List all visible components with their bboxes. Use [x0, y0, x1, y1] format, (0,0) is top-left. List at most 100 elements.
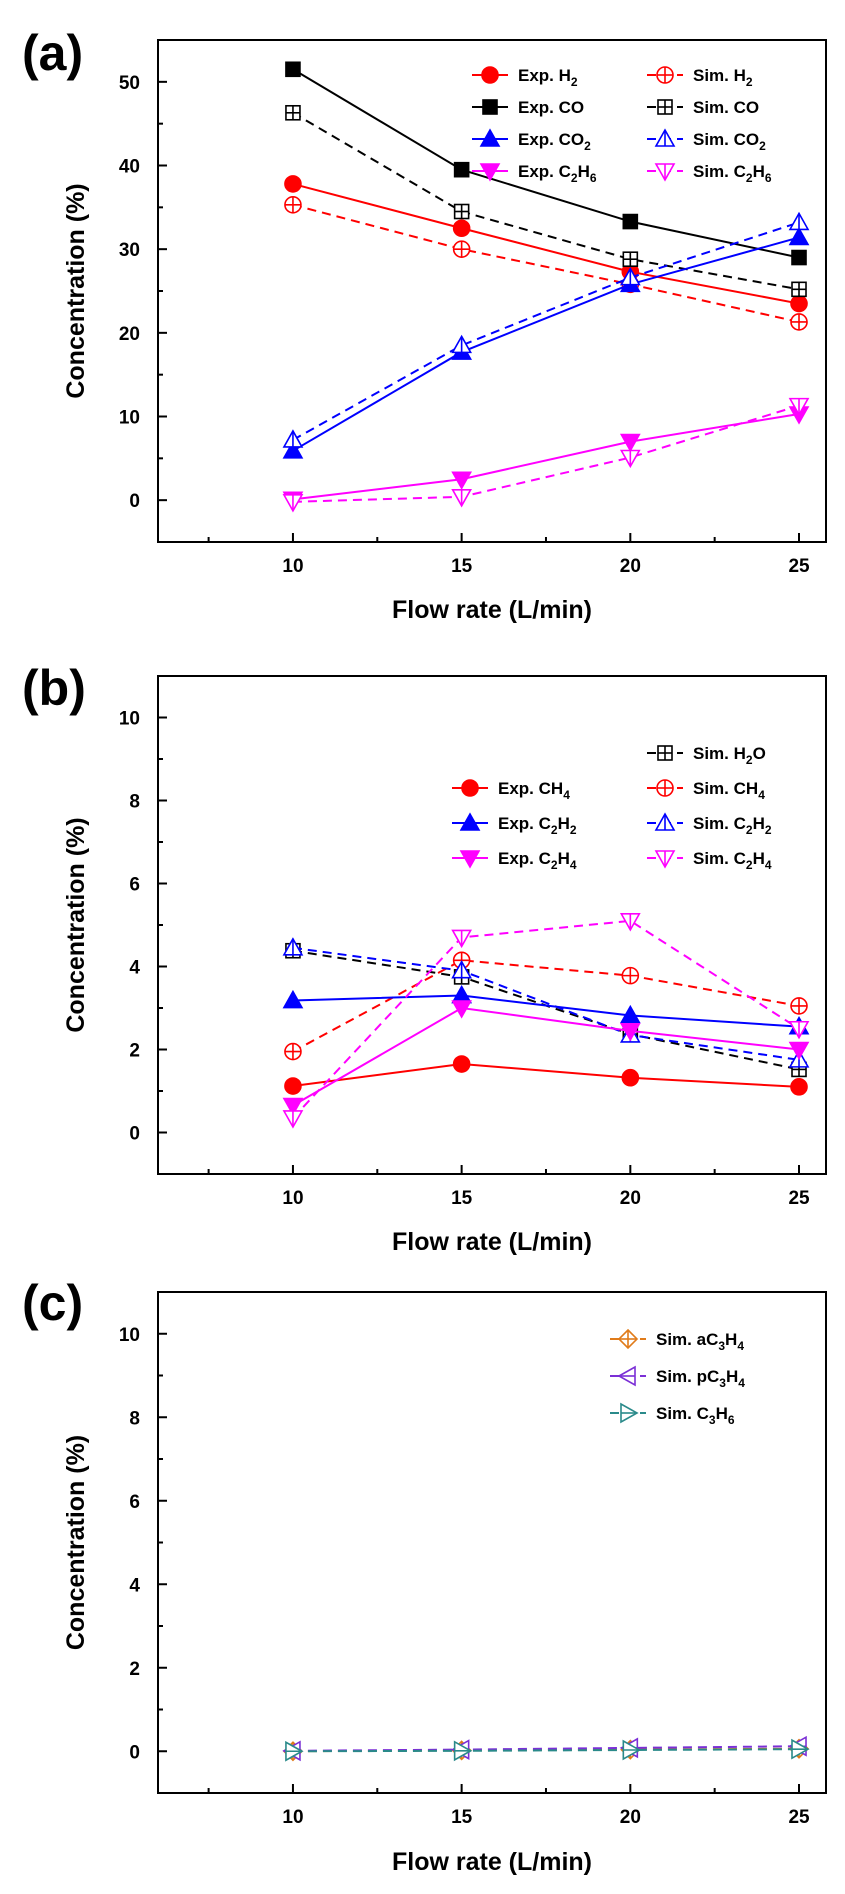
legend-marker — [482, 99, 498, 115]
data-point — [622, 213, 639, 230]
y-tick-label: 10 — [119, 1325, 140, 1346]
legend-entry: Exp. CO — [472, 98, 584, 117]
data-point — [452, 1055, 471, 1073]
legend-label: Exp. C2H6 — [518, 162, 597, 185]
y-axis-title: Concentration (%) — [62, 183, 90, 398]
panel-a: (a) 10 15 20 25 0 10 20 30 40 50 Flow rate (L/min) C… — [22, 25, 827, 624]
series-2 — [284, 951, 808, 1061]
y-tick-label: 4 — [129, 1575, 140, 1596]
legend-label: Sim. C2H2 — [693, 814, 772, 837]
y-tick-label: 0 — [129, 491, 140, 512]
y-tick-label: 30 — [119, 240, 140, 261]
legend-marker — [479, 128, 501, 147]
panel-label: (b) — [22, 660, 86, 716]
y-tick-label: 40 — [119, 157, 140, 178]
series-line — [292, 994, 800, 1028]
legend-entry: Sim. C3H6 — [610, 1402, 735, 1427]
x-tick-label: 25 — [788, 1807, 810, 1828]
legend-label: Sim. pC3H4 — [656, 1367, 745, 1390]
legend-label: Sim. CH4 — [693, 779, 765, 802]
panel-label: (c) — [22, 1275, 83, 1331]
legend-entry: Exp. C2H2 — [452, 812, 577, 837]
series-line — [292, 203, 800, 323]
series-6 — [282, 913, 810, 1129]
legend-entry: Sim. CO — [647, 98, 759, 117]
legend: Sim. aC3H4 Sim. pC3H4 Sim. C3H6 — [610, 1328, 745, 1427]
series-line — [292, 1006, 800, 1107]
y-axis-title: Concentration (%) — [62, 817, 90, 1032]
x-tick-label: 15 — [451, 1188, 473, 1209]
data-point — [790, 294, 808, 313]
series-2 — [285, 1738, 810, 1762]
series-line — [292, 111, 800, 291]
legend-entry: Exp. CO2 — [472, 128, 591, 153]
legend-entry: Sim. H2O — [647, 744, 766, 767]
y-axis-title: Concentration (%) — [62, 1435, 90, 1650]
legend-label: Sim. aC3H4 — [656, 1330, 744, 1353]
data-point — [452, 219, 471, 238]
y-tick-label: 4 — [129, 958, 140, 979]
legend-entry: Sim. C2H2 — [647, 812, 772, 837]
series-4 — [282, 937, 810, 1068]
y-tick-label: 8 — [129, 792, 140, 813]
series-3 — [282, 984, 810, 1035]
legend-entry: Exp. CH4 — [452, 779, 570, 802]
series-line — [292, 404, 800, 503]
data-point — [621, 1068, 640, 1087]
x-tick-label: 10 — [282, 556, 303, 577]
legend: Sim. H2O Exp. CH4 Sim. CH4 Exp. C2H2 Sim. C2… — [452, 744, 772, 872]
x-tick-label: 25 — [788, 556, 810, 577]
series-line — [292, 946, 800, 1061]
series-5 — [282, 211, 810, 448]
panel-b: (b) 10 15 20 25 0 2 4 6 8 10 Flow rate (L/min) Conce… — [22, 660, 827, 1256]
x-axis-title: Flow rate (L/min) — [392, 1228, 592, 1256]
legend-label: Sim. C3H6 — [656, 1404, 735, 1427]
y-tick-label: 2 — [129, 1659, 140, 1680]
y-tick-label: 6 — [129, 875, 140, 896]
x-tick-label: 10 — [282, 1807, 303, 1828]
series-line — [292, 1063, 800, 1088]
legend-entry: Sim. CO2 — [647, 128, 766, 153]
x-axis-title: Flow rate (L/min) — [392, 596, 592, 624]
data-point — [619, 1004, 641, 1024]
series-line — [292, 68, 800, 259]
y-tick-label: 0 — [129, 1124, 140, 1145]
legend: Exp. H2 Sim. H2 Exp. CO Sim. CO Exp. CO2 Sim.… — [472, 66, 772, 185]
legend-entry: Sim. pC3H4 — [610, 1365, 745, 1390]
data-point — [788, 1041, 810, 1061]
y-tick-label: 20 — [119, 324, 140, 345]
x-axis-title: Flow rate (L/min) — [392, 1848, 592, 1876]
series-line — [292, 221, 800, 441]
data-point — [451, 984, 473, 1004]
legend-entry: Sim. aC3H4 — [610, 1328, 744, 1353]
y-tick-label: 2 — [129, 1041, 140, 1062]
series-6 — [282, 406, 810, 510]
legend-label: Exp. CH4 — [498, 779, 570, 802]
legend-marker — [479, 163, 501, 182]
data-point — [790, 1078, 808, 1096]
panel-c: (c) 10 15 20 25 0 2 4 6 8 10 Flow rate (L/min) Conce… — [22, 1275, 827, 1876]
legend-entry: Sim. H2 — [647, 66, 753, 89]
data-point — [451, 1000, 473, 1019]
panel-label: (a) — [22, 25, 83, 81]
legend-entry: Exp. C2H6 — [472, 162, 597, 185]
x-tick-label: 15 — [451, 1807, 473, 1828]
legend-label: Exp. CO — [518, 98, 584, 117]
series-3 — [285, 104, 807, 298]
series-line — [292, 919, 800, 1119]
legend-entry: Sim. C2H6 — [647, 162, 772, 185]
data-point — [282, 440, 304, 459]
series-line — [292, 1748, 800, 1753]
data-point — [284, 1077, 302, 1095]
data-point — [282, 1097, 304, 1117]
x-tick-label: 15 — [451, 556, 473, 577]
legend-marker — [461, 779, 479, 797]
legend-label: Exp. C2H4 — [498, 849, 577, 872]
x-tick-label: 20 — [620, 1807, 641, 1828]
legend-label: Sim. H2 — [693, 66, 753, 89]
data-point — [791, 249, 807, 266]
legend-entry: Sim. CH4 — [647, 779, 765, 802]
legend-marker — [481, 66, 499, 84]
series-line — [292, 182, 800, 305]
y-tick-label: 0 — [129, 1742, 140, 1763]
